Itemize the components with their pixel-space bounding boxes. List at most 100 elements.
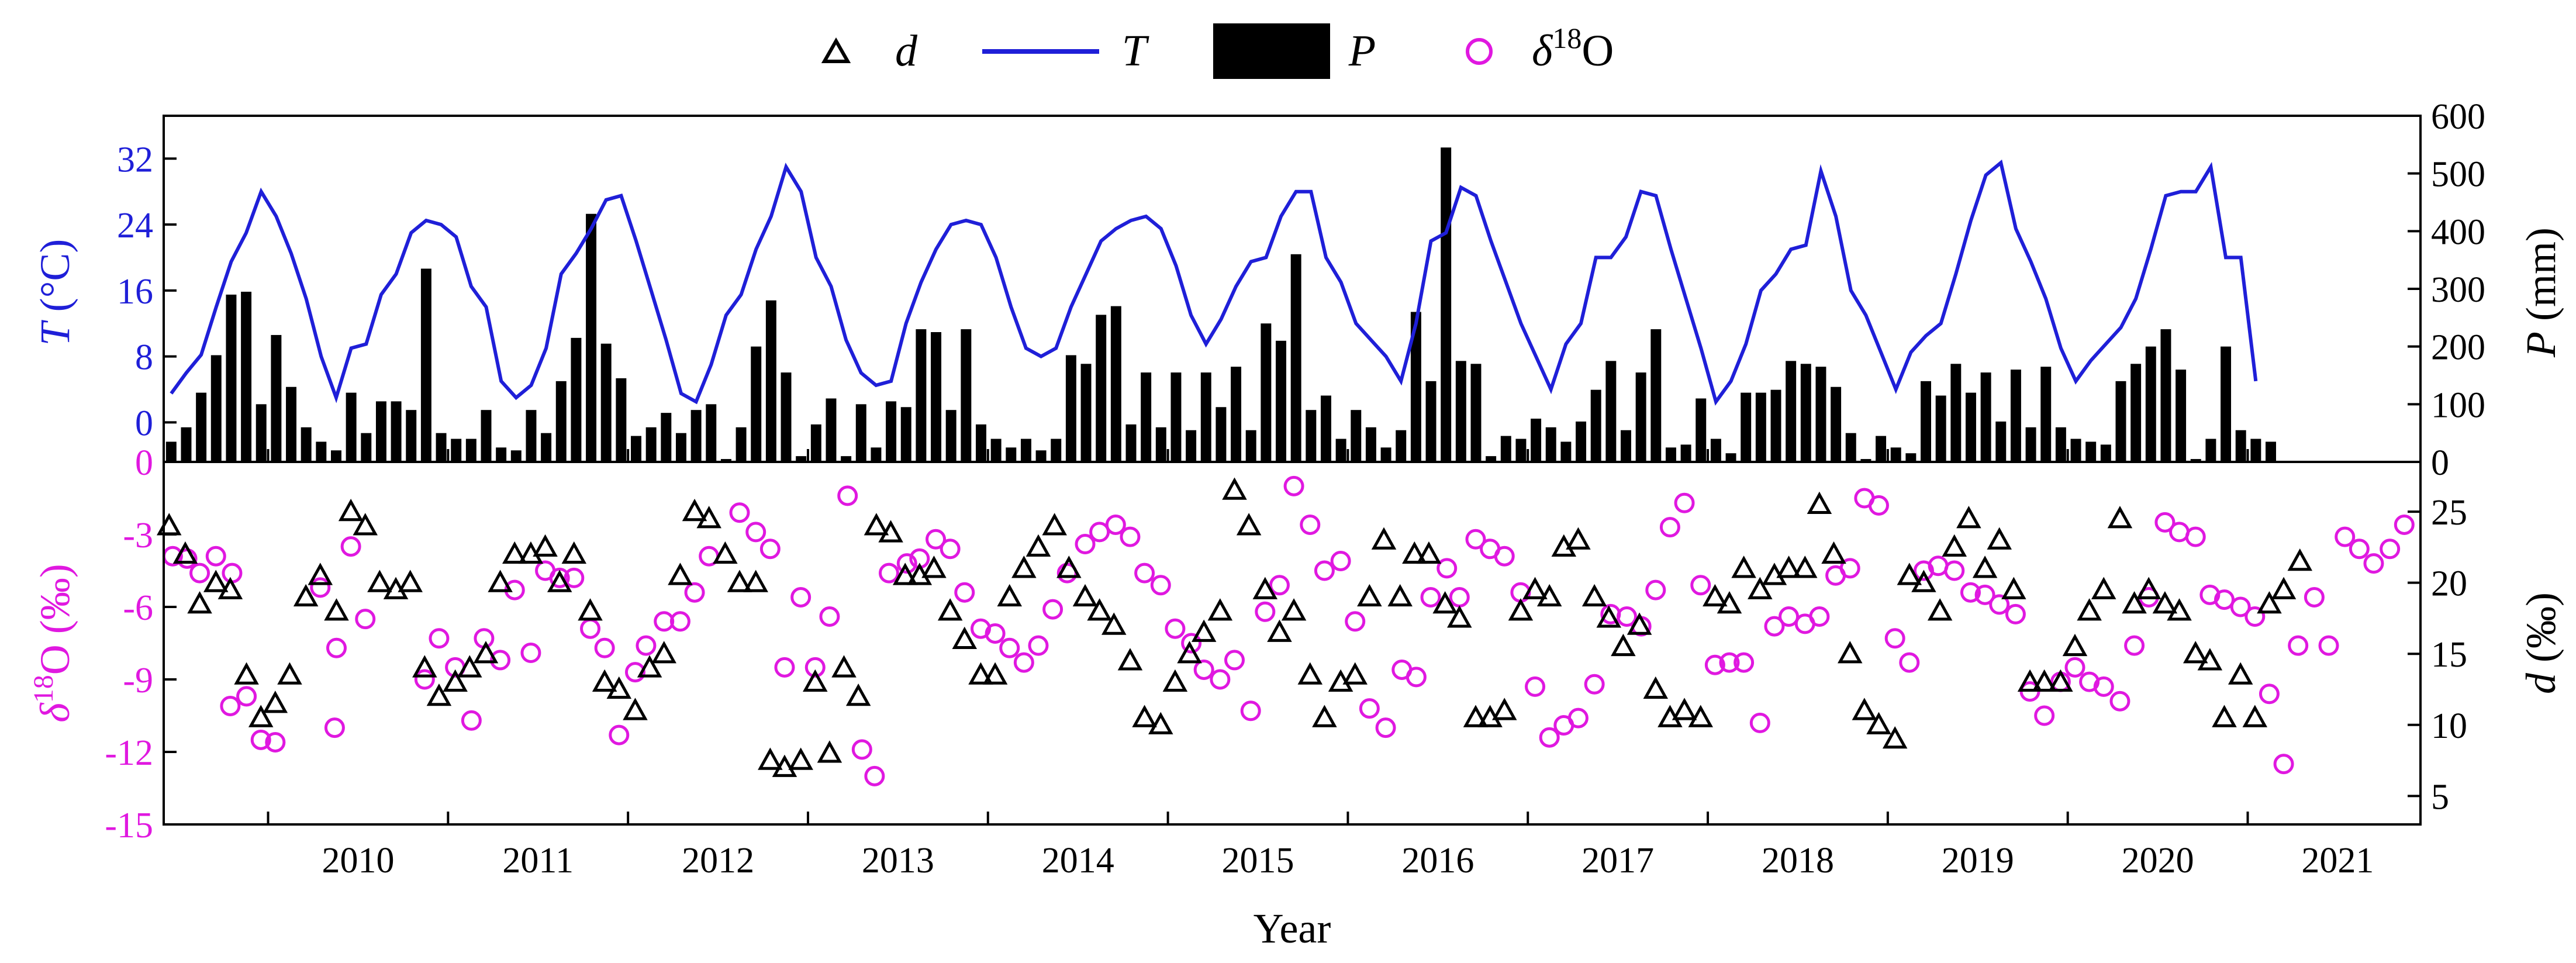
- precip-bar: [1216, 407, 1227, 462]
- d-excess-point: [1882, 726, 1908, 749]
- d18o-point: [1674, 492, 1695, 513]
- precip-bar: [1096, 315, 1107, 462]
- year-tick-label: 2021: [2301, 841, 2374, 881]
- d18o-point: [684, 582, 705, 603]
- d18o-point: [774, 657, 795, 678]
- d-excess-point: [606, 676, 632, 699]
- temperature-tick-label: 32: [117, 140, 153, 180]
- d-excess-point: [1207, 598, 1233, 621]
- d18o-point: [1779, 606, 1800, 627]
- d18o-point: [745, 522, 766, 543]
- precip-bar: [1650, 329, 1662, 462]
- year-tick-label: 2015: [1222, 841, 1294, 881]
- d18o-point: [1105, 514, 1126, 535]
- d-excess-point: [502, 541, 527, 564]
- precip-bar: [481, 410, 492, 462]
- d18o-point: [1089, 522, 1110, 543]
- d-excess-point: [308, 562, 333, 585]
- precip-bar: [735, 427, 747, 462]
- precip-bar: [1635, 372, 1646, 462]
- d-excess-point: [831, 655, 857, 678]
- precip-bar: [2205, 439, 2216, 462]
- precip-bar: [2115, 381, 2126, 462]
- precip-bar: [1995, 421, 2007, 462]
- d-excess-point: [1222, 477, 1247, 500]
- d-excess-point: [426, 684, 452, 706]
- d-excess-points: [156, 477, 2313, 777]
- d-excess-point: [1011, 555, 1037, 578]
- precip-bar: [645, 427, 657, 462]
- precip-bar: [2160, 329, 2171, 462]
- precip-bar: [1261, 323, 1272, 462]
- legend-T: T: [982, 26, 1149, 75]
- precip-bar: [2235, 430, 2246, 462]
- precip-bar: [1141, 372, 1152, 462]
- d-excess-point: [864, 513, 889, 536]
- d18o-point: [999, 637, 1020, 658]
- d-excess-point: [533, 534, 558, 557]
- d18o-point: [2244, 606, 2266, 627]
- precip-bar: [241, 291, 252, 462]
- d18o-point: [326, 637, 347, 658]
- temperature-tick-label: 8: [135, 338, 153, 378]
- d-excess-point: [1776, 555, 1801, 578]
- d-excess-point: [1897, 562, 1922, 585]
- d18o-point: [1406, 667, 1427, 688]
- d18o-point: [2154, 512, 2176, 533]
- d18o-point: [189, 562, 210, 584]
- precip-bar: [781, 372, 792, 462]
- precip-bar: [1170, 372, 1182, 462]
- d18o-point: [205, 546, 226, 567]
- d-excess-point: [788, 747, 813, 770]
- d-excess-point: [1447, 605, 1472, 628]
- precip-bar: [661, 413, 672, 462]
- d18o-point: [2304, 586, 2325, 608]
- d-excess-point: [1807, 491, 1832, 515]
- precip-bar: [1155, 427, 1166, 462]
- d18o-point: [250, 729, 271, 750]
- precipitation-axis-title: P (mm): [2518, 227, 2564, 358]
- d-excess-point: [1821, 541, 1846, 564]
- d18o-point: [926, 529, 947, 550]
- d18o-tick-label: -15: [105, 806, 153, 845]
- d-excess-point: [1581, 584, 1607, 607]
- d18o-point: [1120, 526, 1141, 547]
- d-excess-point: [1342, 662, 1368, 685]
- d18o-point: [564, 567, 585, 588]
- d-excess-point: [1793, 555, 1818, 578]
- d-excess-point: [1387, 584, 1413, 607]
- precip-bar: [1710, 439, 1721, 462]
- precipitation-bars: [165, 147, 2276, 462]
- d18o-point: [940, 539, 961, 560]
- d-excess-point: [651, 641, 676, 664]
- d-excess-point: [1087, 598, 1112, 621]
- d18o-point: [1240, 700, 1261, 722]
- legend-label-T: T: [1122, 26, 1149, 75]
- precip-bar: [1576, 421, 1587, 462]
- legend-label-O18: δ18O: [1532, 22, 1614, 75]
- precip-bar: [496, 447, 507, 462]
- d18o-point: [1719, 652, 1740, 673]
- d18o-point: [1617, 606, 1638, 627]
- d18o-point: [2064, 657, 2085, 678]
- d18o-point: [220, 695, 241, 716]
- d-excess-point: [1312, 705, 1337, 727]
- d18o-point: [429, 628, 450, 649]
- d-excess-point: [2048, 669, 2073, 692]
- d18o-point: [1749, 712, 1770, 733]
- circle-marker-icon: [1466, 38, 1493, 65]
- d18o-point: [1539, 727, 1560, 748]
- legend: d T P δ18O: [821, 22, 1614, 79]
- d-excess-point: [2197, 648, 2223, 671]
- d-excess-point: [2136, 577, 2161, 599]
- precip-bar: [1245, 430, 1256, 462]
- d-excess-point: [2228, 662, 2253, 685]
- d18o-point: [1449, 586, 1470, 608]
- d-excess-point: [682, 498, 707, 522]
- d-excess-point: [2062, 633, 2088, 657]
- d-excess-point: [2152, 591, 2178, 614]
- d-excess-point: [1402, 541, 1427, 564]
- d18o-point: [549, 567, 570, 588]
- precip-bar: [1231, 367, 1242, 462]
- d18o-point: [580, 618, 601, 639]
